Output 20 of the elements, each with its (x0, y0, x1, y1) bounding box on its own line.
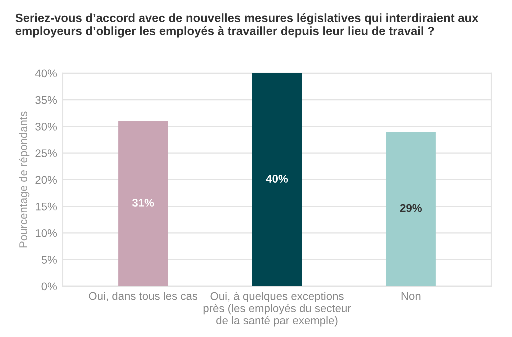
y-tick-label: 5% (42, 256, 58, 264)
data-label: 31% (132, 199, 154, 207)
data-label: 40% (266, 175, 288, 183)
data-label: 29% (400, 204, 422, 212)
y-tick-label: 25% (36, 150, 58, 158)
x-tick-label: Non (402, 292, 421, 300)
y-tick-label: 30% (36, 122, 58, 131)
bar (386, 132, 436, 286)
y-tick-label: 10% (36, 229, 58, 238)
chart-title: Seriez-vous d’accord avec de nouvelles mesures législatives qui interdiraient aux employeurs d’obliger les employés à travailler depuis leur lieu de travail ? (16, 13, 479, 38)
x-tick-label: Oui, dans tous les cas (89, 292, 198, 302)
y-tick-label: 20% (36, 176, 58, 184)
y-axis-title: Pourcentage de répondants (19, 112, 30, 248)
y-tick-label: 15% (36, 202, 58, 211)
y-tick-label: 35% (36, 96, 58, 104)
bar (118, 121, 168, 286)
x-tick-label: Oui, à quelques exceptions près (les employés du secteur de la santé par exemple) (204, 292, 352, 327)
y-tick-label: 40% (35, 70, 58, 78)
y-tick-label: 0% (42, 282, 58, 291)
bar (252, 73, 302, 286)
